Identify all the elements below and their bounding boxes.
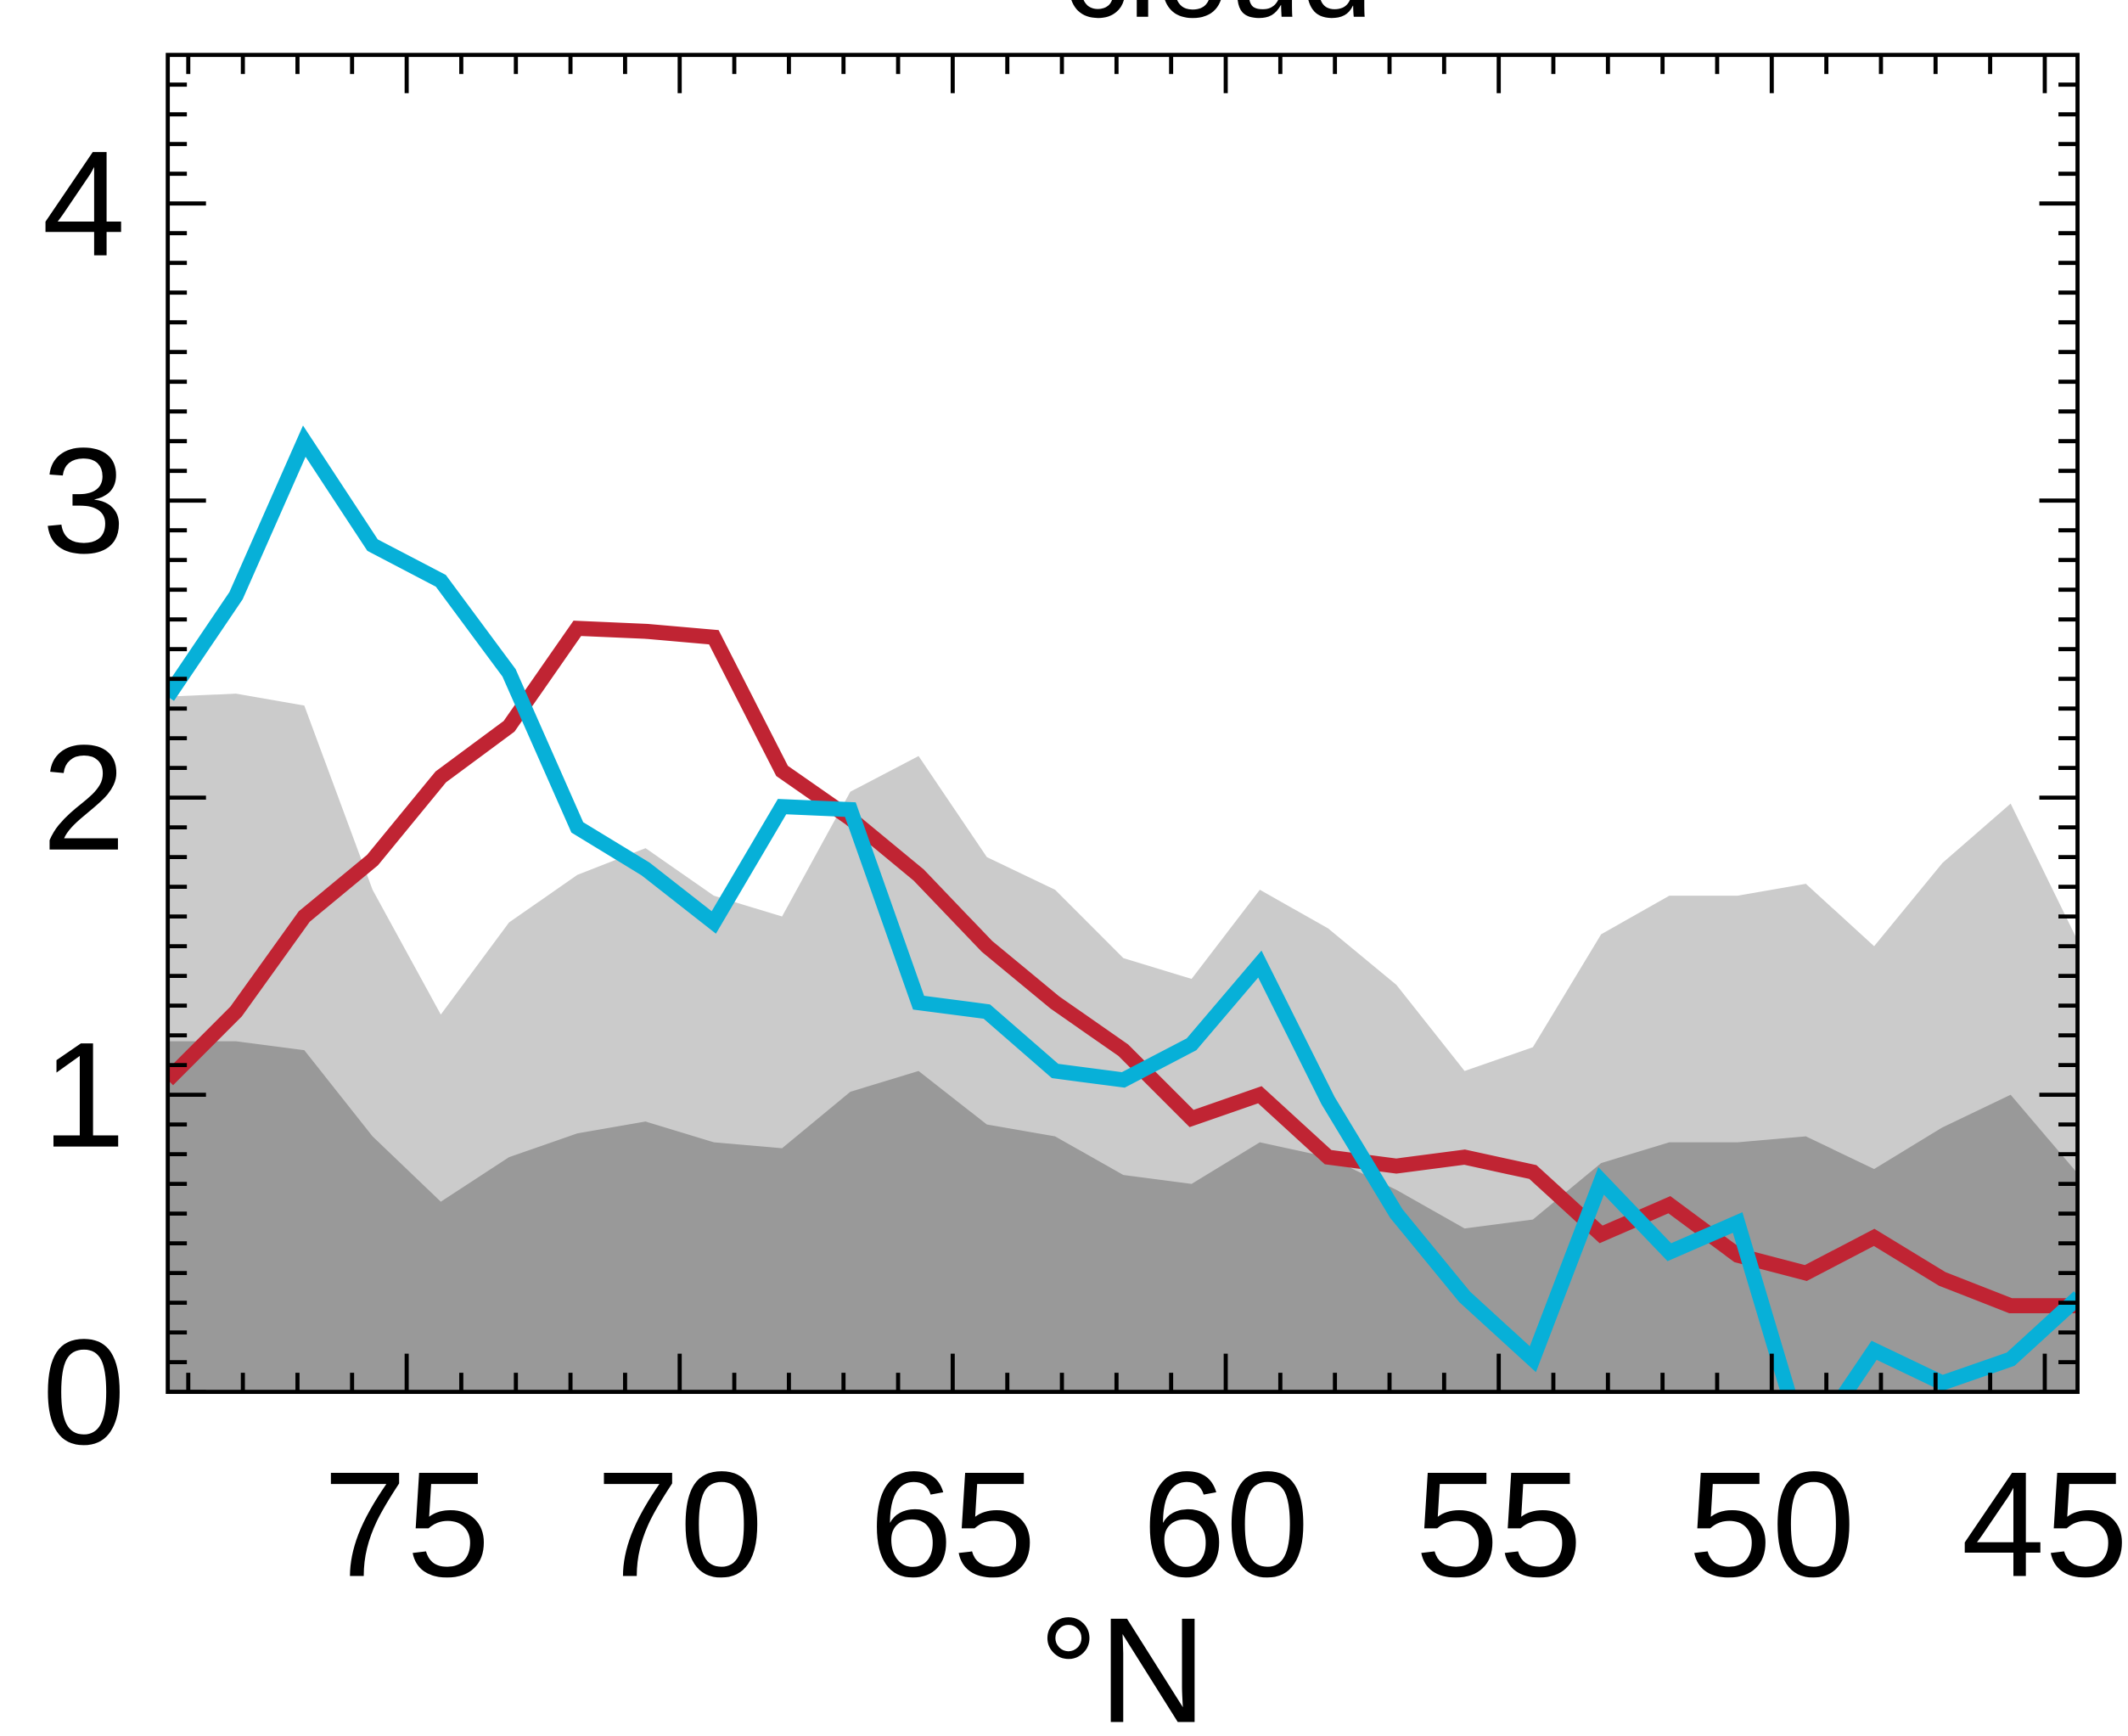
plot-frame bbox=[166, 53, 2080, 1395]
x-tick-label: 55 bbox=[1415, 1441, 1582, 1609]
area bbox=[167, 1041, 2078, 1392]
line bbox=[167, 425, 2078, 1392]
axes: 75 70 65 60 55 50 45 0 1 2 3 4 bbox=[42, 53, 2128, 1609]
y-tick-label: 3 bbox=[42, 418, 126, 585]
x-tick-label: 65 bbox=[869, 1441, 1036, 1609]
y-tick-label: 0 bbox=[42, 1309, 126, 1476]
plot-area bbox=[167, 425, 2078, 1392]
y-tick-label: 4 bbox=[42, 121, 126, 288]
chart-title: cloud bbox=[1064, 0, 1373, 45]
x-tick-label: 70 bbox=[596, 1441, 763, 1609]
y-tick-label: 2 bbox=[42, 715, 126, 882]
x-tick-label: 75 bbox=[323, 1441, 491, 1609]
x-tick-label: 50 bbox=[1688, 1441, 1856, 1609]
line bbox=[167, 621, 2078, 1313]
x-axis-label: °N bbox=[1038, 1587, 1206, 1736]
y-tick-label: 1 bbox=[42, 1012, 126, 1179]
x-tick-label: 45 bbox=[1962, 1441, 2128, 1609]
x-tick-label: 60 bbox=[1143, 1441, 1310, 1609]
